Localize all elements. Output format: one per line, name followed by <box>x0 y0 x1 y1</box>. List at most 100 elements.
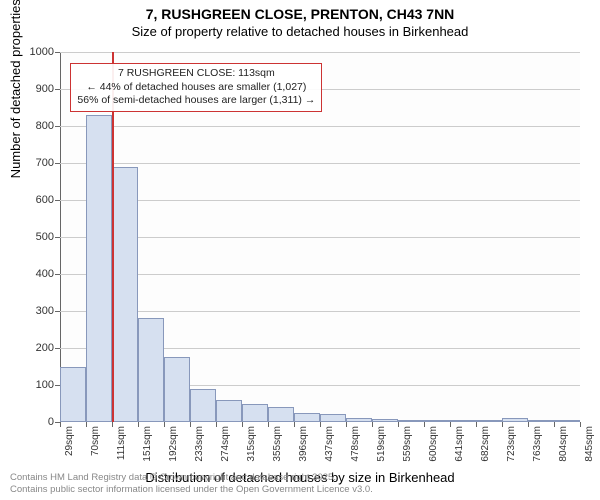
histogram-bar <box>164 357 190 422</box>
histogram-bar <box>476 420 502 422</box>
y-tick-mark <box>55 89 60 90</box>
x-tick-label: 682sqm <box>480 426 491 462</box>
x-tick-label: 29sqm <box>64 426 75 456</box>
annotation-line: 7 RUSHGREEN CLOSE: 113sqm <box>77 67 315 81</box>
annotation-line: ← 44% of detached houses are smaller (1,… <box>77 81 315 95</box>
y-tick-label: 400 <box>14 268 54 280</box>
x-tick-mark <box>502 422 503 427</box>
x-tick-mark <box>294 422 295 427</box>
title-line1: 7, RUSHGREEN CLOSE, PRENTON, CH43 7NN <box>0 6 600 22</box>
grid-line <box>60 126 580 127</box>
x-tick-mark <box>424 422 425 427</box>
grid-line <box>60 311 580 312</box>
histogram-bar <box>138 318 164 422</box>
annotation-box: 7 RUSHGREEN CLOSE: 113sqm← 44% of detach… <box>70 63 322 112</box>
y-tick-label: 700 <box>14 157 54 169</box>
footer-line1: Contains HM Land Registry data © Crown c… <box>10 472 373 484</box>
y-tick-label: 100 <box>14 379 54 391</box>
x-tick-mark <box>138 422 139 427</box>
x-tick-mark <box>580 422 581 427</box>
y-tick-mark <box>55 237 60 238</box>
histogram-bar <box>294 413 320 422</box>
x-tick-label: 600sqm <box>428 426 439 462</box>
x-tick-mark <box>164 422 165 427</box>
histogram-bar <box>346 418 372 422</box>
x-tick-mark <box>450 422 451 427</box>
histogram-bar <box>554 420 580 422</box>
x-tick-mark <box>190 422 191 427</box>
x-tick-label: 355sqm <box>272 426 283 462</box>
histogram-bar <box>372 419 398 422</box>
footer: Contains HM Land Registry data © Crown c… <box>10 472 373 496</box>
grid-line <box>60 200 580 201</box>
x-tick-mark <box>346 422 347 427</box>
histogram-bar <box>242 404 268 423</box>
x-tick-label: 192sqm <box>168 426 179 462</box>
x-tick-label: 641sqm <box>454 426 465 462</box>
y-tick-label: 1000 <box>14 46 54 58</box>
footer-line2: Contains public sector information licen… <box>10 484 373 496</box>
x-tick-mark <box>398 422 399 427</box>
y-tick-label: 0 <box>14 416 54 428</box>
x-tick-label: 845sqm <box>584 426 595 462</box>
histogram-bar <box>450 420 476 422</box>
chart-area: 0100200300400500600700800900100029sqm70s… <box>60 52 580 422</box>
y-tick-label: 600 <box>14 194 54 206</box>
histogram-bar <box>190 389 216 422</box>
histogram-bar <box>528 420 554 422</box>
histogram-bar <box>398 420 424 422</box>
x-tick-mark <box>60 422 61 427</box>
x-tick-label: 70sqm <box>90 426 101 456</box>
histogram-bar <box>502 418 528 422</box>
title-line2: Size of property relative to detached ho… <box>0 24 600 39</box>
y-tick-mark <box>55 348 60 349</box>
x-tick-mark <box>112 422 113 427</box>
histogram-bar <box>268 407 294 422</box>
grid-line <box>60 163 580 164</box>
x-tick-mark <box>216 422 217 427</box>
y-tick-label: 200 <box>14 342 54 354</box>
grid-line <box>60 52 580 53</box>
x-tick-mark <box>242 422 243 427</box>
title-block: 7, RUSHGREEN CLOSE, PRENTON, CH43 7NN Si… <box>0 0 600 39</box>
y-tick-mark <box>55 200 60 201</box>
x-tick-label: 274sqm <box>220 426 231 462</box>
x-tick-mark <box>554 422 555 427</box>
y-tick-label: 300 <box>14 305 54 317</box>
x-tick-label: 151sqm <box>142 426 153 462</box>
y-tick-label: 800 <box>14 120 54 132</box>
x-tick-label: 763sqm <box>532 426 543 462</box>
x-tick-label: 315sqm <box>246 426 257 462</box>
histogram-bar <box>216 400 242 422</box>
histogram-bar <box>112 167 138 422</box>
histogram-bar <box>86 115 112 422</box>
x-tick-mark <box>528 422 529 427</box>
histogram-bar <box>424 420 450 422</box>
x-tick-mark <box>476 422 477 427</box>
y-tick-label: 900 <box>14 83 54 95</box>
y-tick-mark <box>55 274 60 275</box>
x-tick-label: 519sqm <box>376 426 387 462</box>
x-tick-mark <box>86 422 87 427</box>
x-tick-label: 804sqm <box>558 426 569 462</box>
y-tick-label: 500 <box>14 231 54 243</box>
x-tick-mark <box>320 422 321 427</box>
x-tick-label: 559sqm <box>402 426 413 462</box>
y-tick-mark <box>55 52 60 53</box>
x-tick-label: 396sqm <box>298 426 309 462</box>
x-tick-label: 437sqm <box>324 426 335 462</box>
grid-line <box>60 237 580 238</box>
histogram-bar <box>320 414 346 422</box>
y-tick-mark <box>55 311 60 312</box>
x-tick-label: 233sqm <box>194 426 205 462</box>
histogram-bar <box>60 367 86 423</box>
grid-line <box>60 274 580 275</box>
x-tick-mark <box>268 422 269 427</box>
x-tick-label: 723sqm <box>506 426 517 462</box>
x-tick-mark <box>372 422 373 427</box>
x-tick-label: 111sqm <box>116 426 127 460</box>
x-tick-label: 478sqm <box>350 426 361 462</box>
y-tick-mark <box>55 126 60 127</box>
y-tick-mark <box>55 163 60 164</box>
annotation-line: 56% of semi-detached houses are larger (… <box>77 94 315 108</box>
